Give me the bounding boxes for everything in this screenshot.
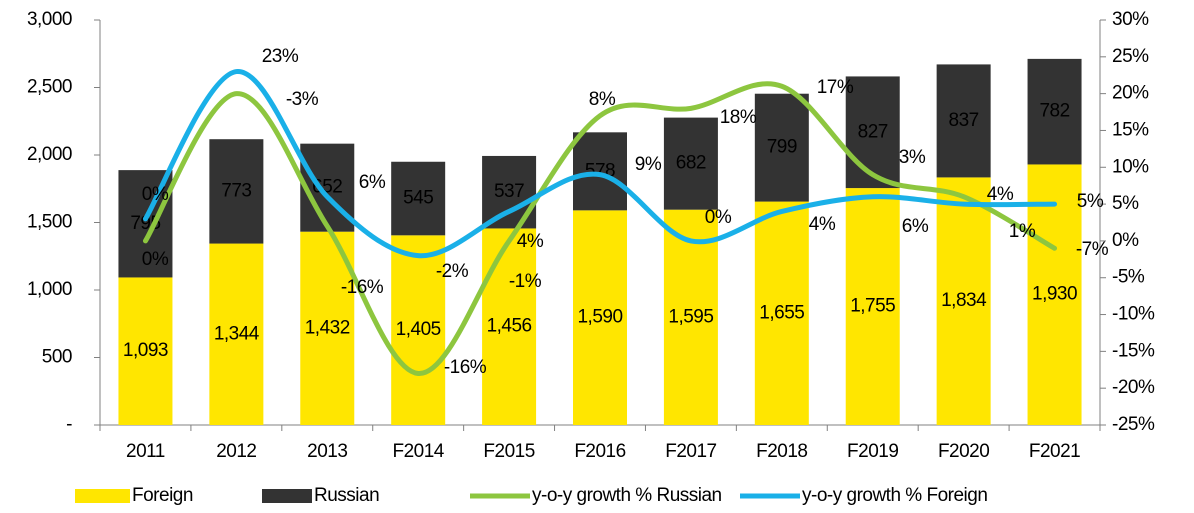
y2-tick-label: 20% [1112,83,1149,104]
x-tick-label: F2017 [665,441,716,462]
x-tick-label: 2012 [216,441,256,462]
y-tick-label: 1,500 [27,212,72,233]
y2-tick-label: -20% [1112,377,1155,398]
y2-tick-label: -25% [1112,414,1155,435]
bar [936,64,991,178]
bar [936,177,991,425]
legend-label: y-o-y growth % Foreign [802,485,987,506]
y2-tick-label: 5% [1112,193,1139,214]
y2-tick-label: 25% [1112,46,1149,67]
line-label: -1% [509,271,542,292]
x-tick-label: F2014 [392,441,444,462]
line-label: 5% [1077,191,1104,212]
bar [845,188,900,425]
bar-label: 1,655 [759,302,804,323]
y-tick-label: 2,500 [27,77,72,98]
y2-tick-label: -5% [1112,267,1145,288]
bar-label: 1,432 [305,317,350,338]
x-tick-label: F2015 [483,441,534,462]
bar-label: 537 [494,181,524,202]
line-label: -16% [341,277,384,298]
y2-tick-label: 0% [1112,230,1139,251]
line-label: 23% [262,46,299,67]
bar-label: 682 [676,153,706,174]
line-label: 4% [517,231,544,252]
line-label: 0% [142,249,169,270]
bar-label: 799 [767,137,797,158]
line-label: 6% [902,216,929,237]
line-label: 18% [720,107,757,128]
y2-tick-label: -10% [1112,304,1155,325]
bar-label: 782 [1039,101,1069,122]
bar-label: 1,590 [577,307,622,328]
y2-tick-label: -15% [1112,340,1155,361]
x-tick-label: F2016 [574,441,625,462]
x-tick-label: F2019 [847,441,898,462]
bar-label: 827 [858,121,888,142]
line-label: 4% [809,214,836,235]
y-tick-label: 1,000 [27,279,72,300]
bar [754,201,809,425]
bar [1027,164,1082,425]
bar [209,139,264,244]
legend-label: y-o-y growth % Russian [532,485,722,506]
bar-label: 1,344 [214,323,260,344]
x-tick-label: F2021 [1029,441,1080,462]
bar [845,76,900,189]
x-tick-label: F2018 [756,441,807,462]
line-label: 3% [899,147,926,168]
bar-label: 1,405 [396,319,441,340]
bar [573,132,627,211]
line-label: -3% [286,89,319,110]
bar-label: 837 [949,110,979,131]
bar [209,243,264,425]
bar-label: 1,093 [123,340,168,361]
bar [118,277,173,425]
line-label: 8% [589,89,616,110]
line-label: -16% [444,357,487,378]
bar [482,228,537,425]
line-label: 4% [987,184,1014,205]
legend-label: Foreign [132,485,193,506]
y-tick-label: - [66,414,72,435]
bar-label: 1,755 [850,296,895,317]
x-tick-label: F2020 [938,441,989,462]
bar-label: 773 [221,180,251,201]
line [142,81,1058,376]
bar [391,161,446,236]
bar-label: 1,595 [668,306,713,327]
bar-label: 545 [403,188,433,209]
y2-tick-label: 15% [1112,119,1149,140]
line [142,69,1058,259]
x-tick-label: 2013 [307,441,347,462]
line-label: 6% [359,172,386,193]
bar [391,235,446,425]
bar-label: 652 [312,177,342,198]
line-label: -7% [1076,239,1109,260]
bar [754,93,809,202]
legend-label: Russian [314,485,379,506]
x-tick-label: 2011 [126,441,165,462]
line-label: -2% [436,261,469,282]
line-label: 1% [1009,221,1036,242]
bar-label: 1,930 [1032,284,1077,305]
bar-label: 1,834 [941,290,987,311]
legend-swatch [75,489,130,503]
line-label: 0% [705,207,732,228]
bar [663,117,718,210]
legend-swatch [262,489,312,503]
bar [1027,58,1082,165]
line-label: 9% [635,154,662,175]
y-tick-label: 2,000 [27,144,72,165]
line-label: 17% [817,77,854,98]
bar-label: 1,456 [487,316,532,337]
y-tick-label: 3,000 [27,9,72,30]
y2-tick-label: 30% [1112,9,1149,30]
y2-tick-label: 10% [1112,156,1149,177]
line-label: 0% [142,184,169,205]
bar [573,210,627,425]
bar [663,209,718,425]
y-tick-label: 500 [42,347,72,368]
